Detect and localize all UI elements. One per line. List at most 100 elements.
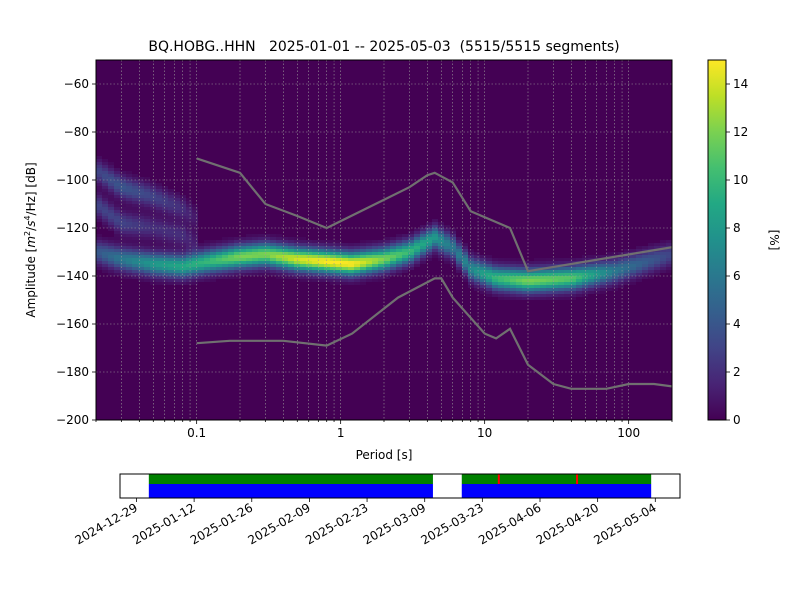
heatmap-cell [324, 264, 330, 267]
heatmap-cell [606, 276, 612, 279]
heatmap-cell [372, 246, 378, 249]
heatmap-cell [588, 255, 594, 258]
heatmap-cell [642, 258, 648, 261]
heatmap-cell [396, 249, 402, 252]
heatmap-cell [546, 261, 552, 264]
heatmap-cell [618, 264, 624, 267]
heatmap-cell [108, 207, 114, 210]
heatmap-cell [540, 291, 546, 294]
heatmap-cell [420, 231, 426, 234]
heatmap-cell [648, 243, 654, 246]
heatmap-cell [210, 249, 216, 252]
heatmap-cell [330, 252, 336, 255]
heatmap-cell [342, 279, 348, 282]
heatmap-cell [108, 189, 114, 192]
heatmap-cell [96, 162, 102, 165]
heatmap-cell [216, 261, 222, 264]
heatmap-cell [540, 276, 546, 279]
heatmap-cell [480, 258, 486, 261]
heatmap-cell [516, 258, 522, 261]
heatmap-cell [228, 240, 234, 243]
heatmap-cell [384, 267, 390, 270]
heatmap-cell [300, 276, 306, 279]
heatmap-cell [252, 249, 258, 252]
heatmap-cell [144, 255, 150, 258]
heatmap-cell [582, 264, 588, 267]
heatmap-cell [462, 270, 468, 273]
heatmap-cell [156, 270, 162, 273]
heatmap-cell [486, 255, 492, 258]
heatmap-cell [276, 258, 282, 261]
heatmap-cell [486, 264, 492, 267]
heatmap-cell [654, 273, 660, 276]
heatmap-cell [114, 219, 120, 222]
heatmap-cell [192, 213, 198, 216]
heatmap-cell [348, 282, 354, 285]
heatmap-cell [132, 210, 138, 213]
heatmap-cell [564, 273, 570, 276]
heatmap-cell [360, 261, 366, 264]
heatmap-cell [288, 276, 294, 279]
heatmap-cell [120, 189, 126, 192]
heatmap-cell [540, 282, 546, 285]
heatmap-cell [192, 240, 198, 243]
heatmap-cell [432, 240, 438, 243]
heatmap-cell [432, 234, 438, 237]
heatmap-cell [564, 267, 570, 270]
heatmap-cell [210, 255, 216, 258]
heatmap-cell [120, 246, 126, 249]
heatmap-cell [408, 258, 414, 261]
heatmap-cell [384, 240, 390, 243]
heatmap-cell [102, 198, 108, 201]
heatmap-cell [156, 234, 162, 237]
heatmap-cell [126, 273, 132, 276]
heatmap-cell [162, 219, 168, 222]
heatmap-cell [528, 276, 534, 279]
heatmap-cell [108, 267, 114, 270]
heatmap-cell [534, 273, 540, 276]
heatmap-cell [270, 237, 276, 240]
heatmap-cell [426, 237, 432, 240]
heatmap-cell [402, 255, 408, 258]
heatmap-cell [132, 207, 138, 210]
heatmap-cell [174, 195, 180, 198]
heatmap-cell [546, 288, 552, 291]
heatmap-cell [162, 225, 168, 228]
heatmap-cell [282, 237, 288, 240]
heatmap-cell [426, 243, 432, 246]
heatmap-cell [138, 234, 144, 237]
heatmap-cell [114, 261, 120, 264]
heatmap-cell [474, 270, 480, 273]
heatmap-cell [192, 231, 198, 234]
heatmap-cell [366, 249, 372, 252]
heatmap-cell [450, 243, 456, 246]
heatmap-cell [144, 246, 150, 249]
heatmap-cell [612, 279, 618, 282]
timeline-frame [119, 473, 681, 499]
heatmap-cell [150, 231, 156, 234]
heatmap-cell [426, 255, 432, 258]
heatmap-cell [336, 267, 342, 270]
heatmap-cell [258, 243, 264, 246]
heatmap-cell [312, 276, 318, 279]
heatmap-cell [234, 252, 240, 255]
heatmap-cell [666, 264, 672, 267]
heatmap-cell [192, 246, 198, 249]
heatmap-cell [402, 237, 408, 240]
heatmap-cell [138, 264, 144, 267]
heatmap-cell [354, 270, 360, 273]
heatmap-cell [192, 261, 198, 264]
heatmap-cell [384, 255, 390, 258]
heatmap-cell [102, 249, 108, 252]
heatmap-cell [384, 270, 390, 273]
heatmap-cell [222, 237, 228, 240]
heatmap-cell [168, 264, 174, 267]
gap-marker [576, 474, 579, 484]
heatmap-cell [642, 261, 648, 264]
heatmap-cell [324, 243, 330, 246]
heatmap-cell [126, 228, 132, 231]
heatmap-cell [408, 231, 414, 234]
heatmap-cell [606, 264, 612, 267]
heatmap-cell [408, 264, 414, 267]
heatmap-cell [180, 249, 186, 252]
